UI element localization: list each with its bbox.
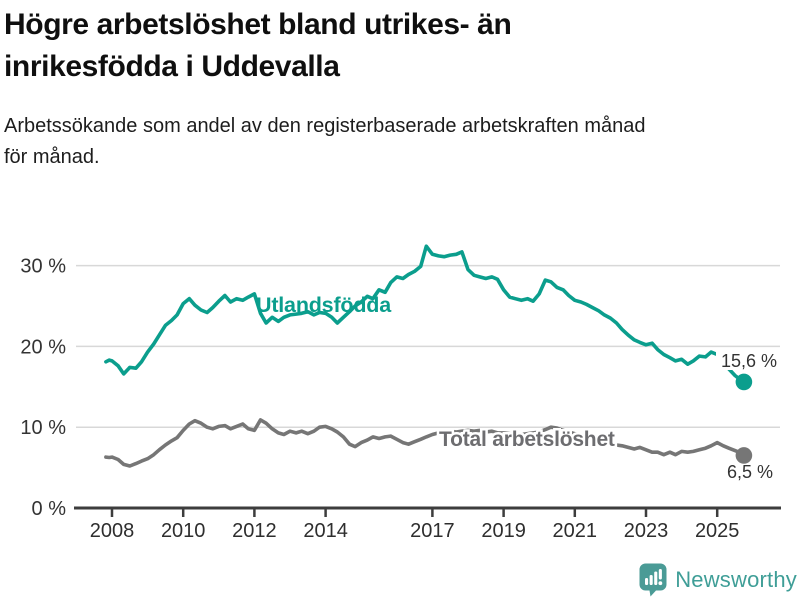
x-tick-label-2019: 2019 — [481, 520, 526, 542]
chart-header: Högre arbetslöshet bland utrikes- än inr… — [4, 4, 784, 173]
x-tick-label-2021: 2021 — [553, 520, 598, 542]
newsworthy-logo-icon — [639, 563, 667, 597]
x-tick-label-2010: 2010 — [161, 520, 206, 542]
end-dot-total — [735, 447, 753, 464]
x-tick-label-2025: 2025 — [695, 520, 740, 542]
y-tick-label-20: 20 % — [20, 336, 66, 358]
end-dot-utlandsfodda — [735, 373, 753, 391]
newsworthy-logo[interactable]: Newsworthy — [639, 563, 797, 597]
end-value-label-total: 6,5 % — [727, 462, 773, 482]
x-tick-label-2023: 2023 — [624, 520, 669, 542]
x-tick-label-2012: 2012 — [232, 520, 277, 542]
end-label-knockout — [716, 350, 778, 370]
y-tick-label-10: 10 % — [20, 417, 66, 439]
series-line-utlandsfodda — [104, 244, 746, 384]
series-label-utlandsfodda: Utlandsfödda — [256, 293, 392, 317]
headline-line-2: inrikesfödda i Uddevalla — [4, 50, 340, 83]
subtitle-line-2: för månad. — [4, 146, 100, 168]
end-value-label-utlandsfodda: 15,6 % — [721, 351, 777, 371]
chart-headline: Högre arbetslöshet bland utrikes- än inr… — [4, 4, 784, 88]
x-tick-label-2014: 2014 — [303, 520, 348, 542]
newsworthy-logo-text: Newsworthy — [675, 567, 797, 592]
subtitle-line-1: Arbetssökande som andel av den registerb… — [4, 115, 646, 137]
series-line-total — [104, 418, 746, 468]
x-tick-label-2008: 2008 — [90, 520, 135, 542]
x-tick-label-2017: 2017 — [410, 520, 455, 542]
headline-line-1: Högre arbetslöshet bland utrikes- än — [4, 8, 512, 41]
chart-subtitle: Arbetssökande som andel av den registerb… — [4, 111, 784, 173]
y-tick-label-30: 30 % — [20, 256, 66, 278]
y-tick-label-0: 0 % — [32, 498, 67, 520]
series-label-total-arbetsloshet: Total arbetslöshet — [439, 428, 615, 451]
